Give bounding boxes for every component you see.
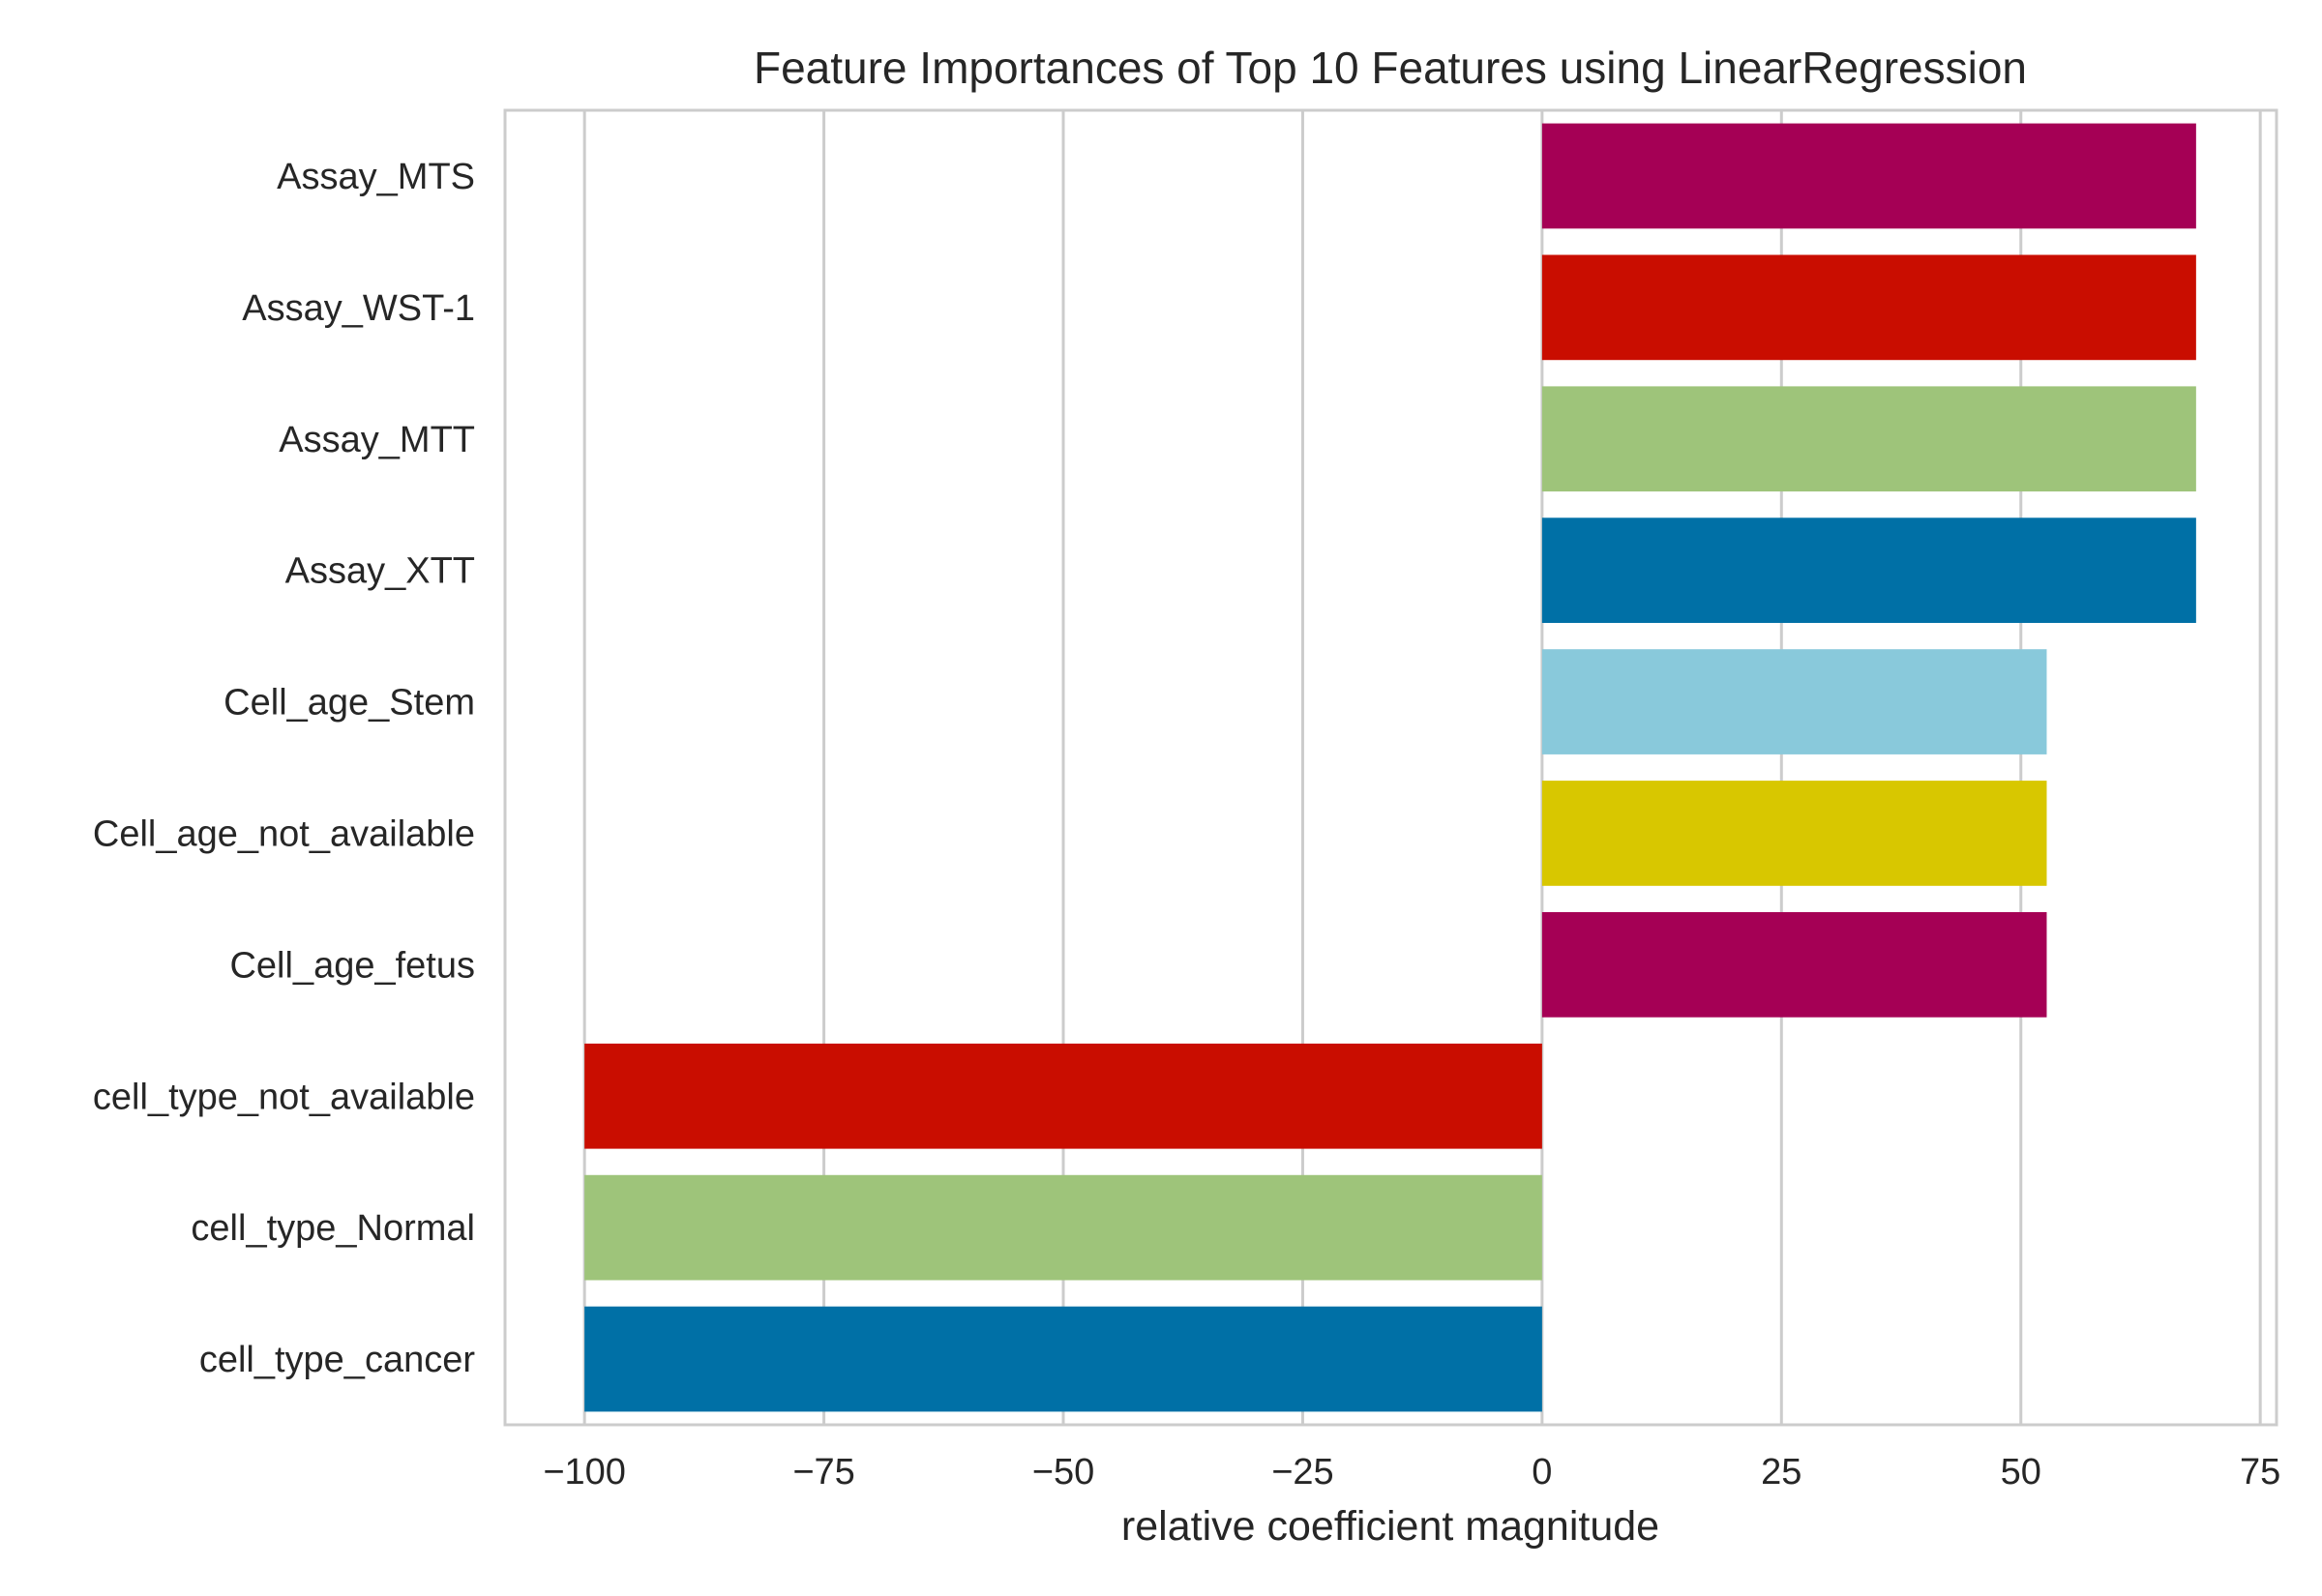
bar-assay-mtt	[1541, 386, 2196, 492]
y-tick-label: Assay_MTT	[279, 420, 475, 460]
bar-cell-age-stem	[1541, 649, 2047, 754]
bar-cell-age-fetus	[1541, 911, 2047, 1018]
bar-cell-type-cancer	[584, 1306, 1542, 1412]
bar-cell-type-not-available	[584, 1043, 1542, 1149]
y-tick-label: Assay_MTS	[277, 157, 475, 197]
bar-assay-mts	[1541, 123, 2196, 229]
x-tick-label: 50	[2001, 1452, 2041, 1493]
y-tick-label: cell_type_Normal	[191, 1208, 475, 1249]
y-tick-label: cell_type_not_available	[93, 1077, 475, 1117]
x-tick-label: −25	[1271, 1452, 1333, 1493]
x-tick-label: −50	[1032, 1452, 1094, 1493]
bar-cell-type-normal	[584, 1174, 1542, 1281]
x-tick-label: −100	[543, 1452, 626, 1493]
bar-assay-wst-1	[1541, 254, 2196, 361]
x-tick-labels: −100 −75 −50 −25 0 25 50 75	[543, 1452, 2280, 1493]
x-tick-label: 0	[1532, 1452, 1552, 1493]
grid-lines	[582, 110, 2262, 1425]
y-tick-label: Cell_age_fetus	[229, 945, 475, 986]
x-tick-label: −75	[792, 1452, 854, 1493]
bar-cell-age-not-available	[1541, 781, 2047, 886]
x-tick-label: 75	[2240, 1452, 2280, 1493]
plot-frame	[503, 108, 2278, 1427]
y-tick-label: Assay_WST-1	[242, 288, 475, 329]
y-tick-label: Cell_age_not_available	[93, 813, 475, 854]
x-axis-title: relative coefficient magnitude	[1121, 1503, 1659, 1550]
bars	[584, 123, 2196, 1412]
bar-assay-xtt	[1541, 517, 2196, 624]
y-tick-label: Cell_age_Stem	[223, 683, 475, 724]
chart-title: Feature Importances of Top 10 Features u…	[754, 43, 2027, 93]
y-tick-label: Assay_XTT	[285, 551, 475, 592]
y-tick-labels: Assay_MTS Assay_WST-1 Assay_MTT Assay_XTT Ce…	[93, 157, 475, 1380]
x-tick-label: 25	[1761, 1452, 1801, 1493]
y-tick-label: cell_type_cancer	[199, 1340, 476, 1380]
